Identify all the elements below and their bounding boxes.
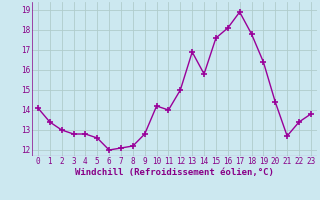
- X-axis label: Windchill (Refroidissement éolien,°C): Windchill (Refroidissement éolien,°C): [75, 168, 274, 177]
